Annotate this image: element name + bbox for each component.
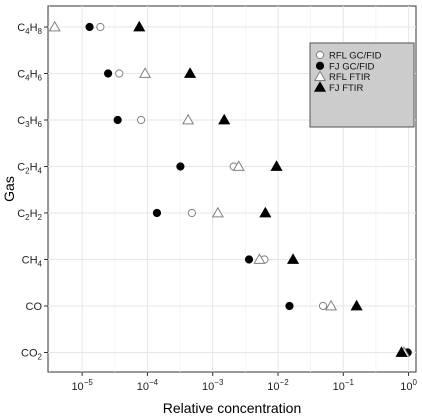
y-tick-label: C2H4 [17,162,42,176]
y-tick-label: CO [26,301,43,313]
y-tick-label: CH4 [22,255,43,269]
legend-label: FJ FTIR [329,83,363,94]
y-tick-text: C [17,115,25,127]
legend-label: RFL GC/FID [329,51,382,62]
data-point [133,20,146,32]
x-tick-label: 100 [400,378,417,393]
data-point [96,22,105,32]
data-point [176,162,185,171]
series-fj-gc-fid [85,22,412,357]
data-point [286,253,300,264]
x-tick-label: 10−2 [267,378,289,393]
y-tick-text: CO [21,348,38,360]
legend-marker [313,70,327,81]
y-tick-text: C [17,22,25,34]
x-tick-base: 10 [202,381,214,393]
data-point [113,115,122,125]
y-tick-label: C3H6 [17,115,42,129]
data-point [318,301,328,311]
x-axis-ticks: 10−5 10−4 10−3 10−2 10−1 100 [71,372,417,393]
data-point [115,69,124,78]
y-tick-text: C [17,69,25,81]
x-tick-exponent: −2 [280,378,290,387]
x-tick-label: 10−5 [71,378,93,393]
y-tick-label: CO2 [21,348,43,362]
y-tick-subscript: 2 [38,213,43,222]
y-tick-text: H [30,69,38,81]
data-point [138,67,152,78]
x-tick-exponent: 0 [412,378,417,387]
series-rfl-ftir [48,20,411,357]
data-point [184,67,197,78]
y-tick-label: C4H8 [17,22,42,36]
y-tick-text: CH [22,255,38,267]
x-tick-base: 10 [71,381,83,393]
x-tick-base: 10 [137,381,149,393]
y-tick-label: C4H6 [17,69,42,83]
series-fj-ftir [133,20,408,357]
data-points [48,20,412,357]
data-point [244,255,254,264]
data-point [218,113,231,125]
legend-box [309,42,415,128]
data-point [253,253,266,264]
legend-marker [313,81,327,92]
y-tick-text: H [30,115,38,127]
y-tick-subscript: 6 [38,120,43,129]
x-tick-exponent: −1 [345,378,355,387]
x-tick-exponent: −3 [214,378,224,387]
y-tick-subscript: 4 [25,74,30,83]
data-point [104,69,113,78]
y-tick-subscript: 2 [25,167,30,176]
x-tick-exponent: −5 [84,378,94,387]
x-tick-base: 10 [400,381,412,393]
legend-label: FJ GC/FID [329,61,375,72]
x-tick-label: 10−1 [333,378,355,393]
data-point [211,206,224,218]
y-tick-subscript: 6 [38,74,43,83]
data-point [136,115,146,125]
data-point [152,208,162,218]
y-tick-text: H [30,208,38,220]
y-tick-text: C [17,208,25,220]
data-point [395,346,408,357]
y-tick-subscript: 2 [25,213,30,222]
y-tick-subscript: 4 [25,27,30,36]
data-point [187,208,196,218]
y-tick-text: H [30,22,38,34]
data-point [325,299,338,311]
data-point [285,301,294,311]
y-tick-label: C2H2 [17,208,42,222]
legend-marker [315,61,325,70]
legend-marker [315,50,325,60]
y-axis-label: Gas [1,176,17,202]
x-tick-base: 10 [267,381,279,393]
y-tick-subscript: 2 [38,353,43,362]
y-tick-subscript: 8 [38,27,43,36]
y-tick-text: CO [26,301,43,313]
data-point [48,20,61,32]
y-tick-subscript: 3 [25,120,30,129]
data-point [270,160,283,171]
data-point [85,22,94,32]
y-tick-subscript: 4 [38,167,43,176]
data-point [232,160,245,171]
x-axis-label: Relative concentration [163,400,302,416]
x-tick-exponent: −4 [149,378,159,387]
x-tick-base: 10 [333,381,345,393]
data-point [182,113,195,125]
y-tick-subscript: 4 [38,260,43,269]
y-tick-text: C [17,162,25,174]
data-point [350,299,363,311]
x-tick-label: 10−4 [137,378,159,393]
legend-label: RFL FTIR [329,72,370,83]
data-point [259,206,272,218]
x-tick-label: 10−3 [202,378,224,393]
y-tick-text: H [30,162,38,174]
